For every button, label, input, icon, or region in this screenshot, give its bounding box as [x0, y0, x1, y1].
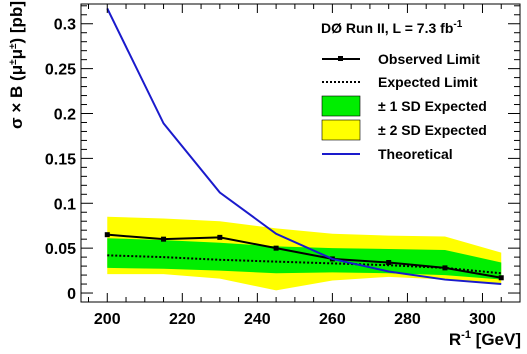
x-tick-label: 200 — [94, 311, 121, 328]
data-point-observed-limit — [498, 275, 504, 281]
y-tick-label: 0.25 — [45, 62, 76, 79]
x-tick-label: 240 — [244, 311, 271, 328]
lines-layer — [104, 8, 504, 286]
legend-item-observed: Observed Limit — [322, 51, 480, 67]
legend-item-1sd: ± 1 SD Expected — [321, 95, 487, 117]
legend-label-observed: Observed Limit — [378, 51, 480, 67]
series-line-expected-limit — [107, 254, 502, 275]
legend-label-expected: Expected Limit — [378, 74, 478, 90]
x-tick-label: 280 — [394, 311, 421, 328]
x-tick-label: 300 — [469, 311, 496, 328]
y-tick-label: 0 — [67, 286, 76, 303]
y-axis-label-sup2: ± — [8, 43, 19, 49]
legend-item-theoretical: Theoretical — [322, 146, 453, 162]
x-axis-label-sup: -1 — [461, 329, 471, 341]
y-axis-label-sup1: ± — [8, 59, 19, 65]
legend-item-expected: Expected Limit — [322, 74, 478, 90]
legend-label-1sd: ± 1 SD Expected — [378, 98, 487, 114]
legend: Observed Limit Expected Limit ± 1 SD Exp… — [321, 51, 487, 162]
y-tick-label: 0.1 — [54, 196, 76, 213]
legend-observed-marker — [338, 56, 343, 61]
data-point-observed-limit — [273, 245, 279, 251]
experiment-label: DØ Run II, L = 7.3 fb-1 — [321, 19, 463, 36]
data-point-observed-limit — [161, 236, 167, 242]
plot-frame — [80, 3, 521, 303]
series-line-theoretical — [106, 8, 502, 286]
legend-item-2sd: ± 2 SD Expected — [321, 119, 487, 141]
experiment-label-sup: -1 — [453, 19, 462, 30]
legend-2sd-swatch — [321, 119, 361, 141]
x-tick-label: 220 — [169, 311, 196, 328]
legend-1sd-swatch — [321, 95, 361, 117]
y-tick-label: 0.2 — [54, 107, 76, 124]
data-point-observed-limit — [217, 234, 223, 240]
data-point-observed-limit — [104, 232, 110, 238]
y-axis-label: σ × B (μ±μ±) [pb] — [7, 1, 26, 129]
data-point-observed-limit — [386, 260, 392, 266]
y-tick-label: 0.05 — [45, 241, 76, 258]
band-1sd — [107, 238, 502, 280]
y-tick-label: 0.3 — [54, 17, 76, 34]
x-axis-label: R-1 [GeV] — [449, 329, 521, 349]
x-tick-label: 260 — [319, 311, 346, 328]
legend-label-theoretical: Theoretical — [378, 146, 453, 162]
legend-label-2sd: ± 2 SD Expected — [378, 122, 487, 138]
y-tick-label: 0.15 — [45, 151, 76, 168]
axes-layer: 200 220 240 260 280 300 0 0.05 0.1 0.15 0.2 0.25 0.3 — [45, 3, 521, 328]
